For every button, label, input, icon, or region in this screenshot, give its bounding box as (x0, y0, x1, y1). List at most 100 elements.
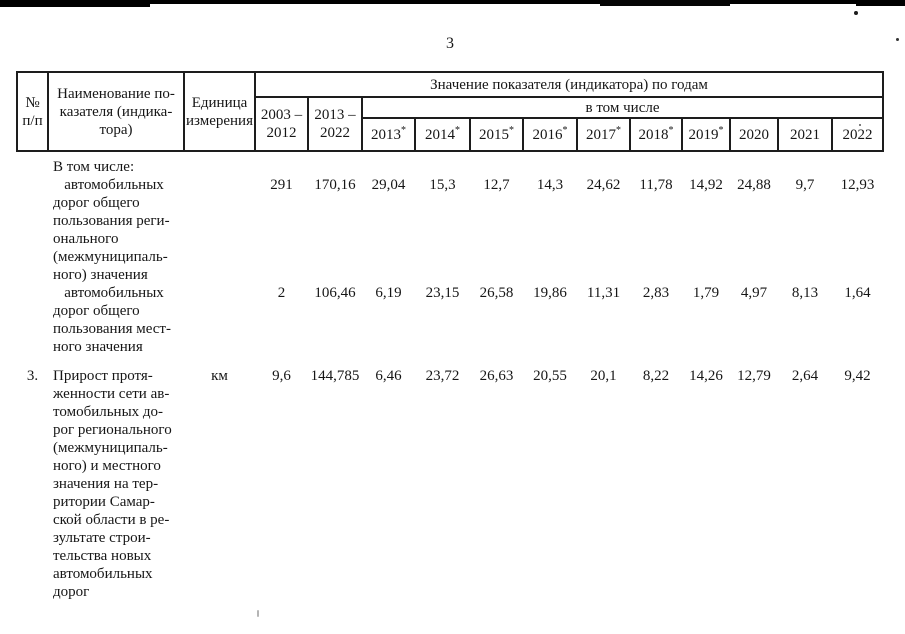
table-row-network-growth: 3. Прирост протя- женности сети ав- томо… (17, 356, 883, 601)
scan-artifact-speck (257, 610, 259, 617)
cell-value: 12,93 (840, 177, 875, 193)
footnote-asterisk: * (562, 124, 568, 136)
header-year-2017: 2017* (576, 117, 631, 152)
header-year-2013: 2013* (361, 117, 416, 152)
cell-value: 11,31 (586, 285, 621, 301)
cell-value: 19,86 (533, 285, 567, 301)
year-label: 2020 (739, 126, 769, 143)
header-row-groups: № п/п Наименование по- казателя (индика-… (16, 71, 885, 152)
cell-value: 20,55 (533, 368, 567, 384)
cell-value: 24,62 (586, 177, 621, 193)
indicator-values-table: № п/п Наименование по- казателя (индика-… (16, 71, 885, 601)
cell-empty (255, 151, 883, 176)
cell-value: 23,15 (425, 285, 460, 301)
table-row-including-label: В том числе: (17, 151, 883, 176)
header-year-2022: 2022 (830, 117, 885, 152)
cell-value: 23,72 (425, 368, 460, 384)
year-label: 2019 (688, 126, 719, 143)
header-year-2020: 2020 (729, 117, 779, 152)
cell-value: 2 (277, 285, 286, 301)
cell-value: 9,7 (795, 177, 815, 193)
cell-value: 12,79 (737, 368, 771, 384)
year-label: 2018 (638, 126, 669, 143)
footnote-asterisk: * (455, 124, 460, 136)
cell-value: 4,97 (740, 285, 768, 301)
year-label: 2021 (790, 126, 820, 143)
scan-artifact-speck (854, 11, 858, 15)
cell-value: 291 (270, 177, 293, 193)
footnote-asterisk: * (718, 124, 724, 136)
scan-artifact-band-segment (856, 0, 905, 6)
cell-value: 20,1 (590, 368, 617, 384)
header-values-by-years: Значение показателя (индикатора) по года… (253, 71, 885, 98)
cell-unit: км (211, 368, 228, 384)
cell-unit (184, 284, 255, 356)
table-row-regional-roads: автомобильных дорог общего пользования р… (17, 176, 883, 284)
scan-artifact-band-segment (0, 0, 150, 7)
cell-value: 144,785 (310, 368, 360, 384)
cell-value: 9,42 (844, 368, 871, 384)
cell-value: 14,26 (689, 368, 723, 384)
cell-value: 2,64 (791, 368, 819, 384)
cell-value: 14,92 (689, 177, 723, 193)
cell-num: 3. (26, 368, 39, 384)
cell-unit (184, 151, 255, 176)
header-row-periods: 2003 – 2012 2013 – 2022 в том числе (17, 96, 885, 152)
scan-artifact-band-segment (600, 0, 730, 6)
footnote-asterisk: * (401, 124, 406, 136)
cell-value: 15,3 (429, 177, 456, 193)
cell-num (17, 284, 48, 356)
header-year-2015: 2015* (469, 117, 524, 152)
table-row-local-roads: автомобильных дорог общего пользования м… (17, 284, 883, 356)
cell-indicator-name: Прирост протя- женности сети ав- томобил… (53, 368, 172, 600)
year-label: 2022 (842, 126, 873, 143)
cell-value: 2,83 (642, 285, 670, 301)
cell-value: 106,46 (314, 285, 356, 301)
header-row-years: 2013* 2014* 2015* 2016* 2017* 2018* 2019… (17, 117, 885, 152)
scan-artifact-top-band (0, 0, 905, 4)
header-year-2014: 2014* (414, 117, 471, 152)
header-period-2003-2012: 2003 – 2012 (254, 96, 309, 152)
cell-indicator-name: автомобильных дорог общего пользования м… (53, 285, 171, 355)
cell-num (17, 176, 48, 284)
header-period-2013-2022: 2013 – 2022 (307, 96, 363, 152)
header-col-unit: Единица измерения (183, 71, 256, 152)
cell-indicator-name: автомобильных дорог общего пользования р… (53, 177, 170, 283)
year-label: 2014 (425, 126, 455, 143)
header-year-2016: 2016* (522, 117, 578, 152)
cell-value: 26,58 (479, 285, 514, 301)
cell-value: 8,13 (791, 285, 819, 301)
year-label: 2016 (532, 126, 563, 143)
header-including: в том числе (360, 96, 885, 119)
footnote-asterisk: * (616, 124, 621, 136)
cell-value: 9,6 (272, 368, 291, 384)
cell-value: 26,63 (479, 368, 514, 384)
cell-value: 1,79 (692, 285, 720, 301)
footnote-asterisk: * (509, 124, 514, 136)
cell-unit (184, 176, 255, 284)
scan-artifact-speck (896, 38, 899, 41)
year-label: 2013 (371, 126, 401, 143)
header-col-indicator-name: Наименование по- казателя (индика- тора) (47, 71, 185, 152)
cell-value: 6,46 (375, 368, 402, 384)
year-label: 2015 (479, 126, 509, 143)
cell-value: 29,04 (371, 177, 406, 193)
footnote-asterisk: * (668, 124, 674, 136)
cell-value: 8,22 (642, 368, 670, 384)
cell-value: 24,88 (737, 177, 771, 193)
cell-value: 1,64 (844, 285, 871, 301)
cell-value: 11,78 (639, 177, 673, 193)
cell-value: 12,7 (483, 177, 510, 193)
cell-value: 14,3 (536, 177, 564, 193)
cell-indicator-name: В том числе: (53, 159, 135, 175)
header-year-2019: 2019* (681, 117, 731, 152)
header-year-2018: 2018* (629, 117, 683, 152)
cell-value: 170,16 (314, 177, 356, 193)
header-col-num: № п/п (16, 71, 49, 152)
cell-num (17, 151, 48, 176)
year-label: 2017 (586, 126, 616, 143)
cell-value: 6,19 (375, 285, 402, 301)
page-number: 3 (446, 35, 454, 52)
header-year-2021: 2021 (777, 117, 833, 152)
